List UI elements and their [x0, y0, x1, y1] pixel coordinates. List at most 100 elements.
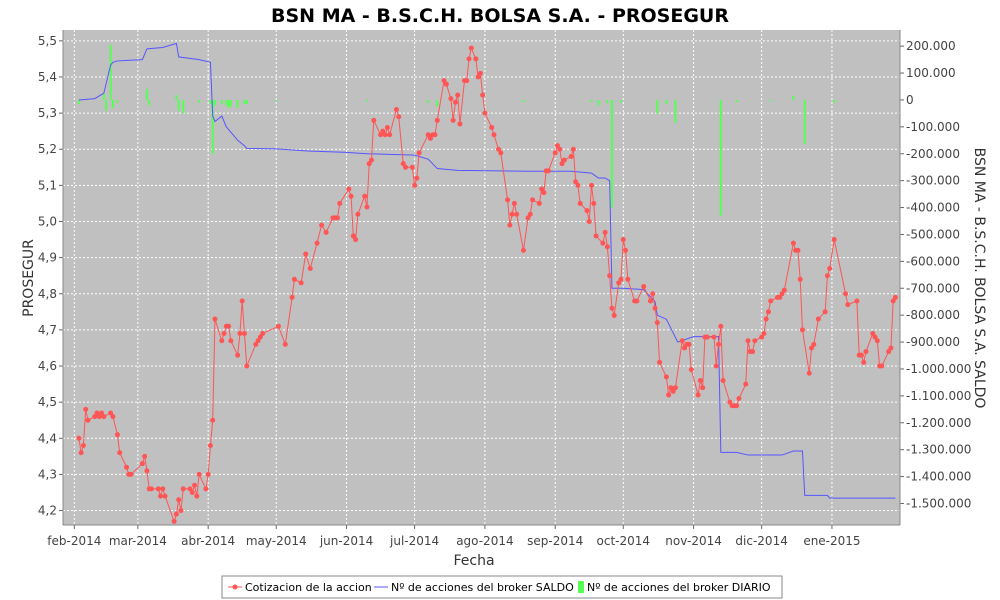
- price-point: [498, 150, 504, 156]
- price-point: [162, 493, 168, 499]
- price-point: [616, 280, 622, 286]
- price-point: [257, 334, 263, 340]
- price-point: [434, 117, 440, 123]
- diario-bar: [365, 99, 368, 102]
- x-tick-label: jun-2014: [319, 534, 373, 548]
- diario-bar: [116, 99, 119, 103]
- price-point: [76, 435, 82, 441]
- x-tick-label: feb-2014: [47, 534, 101, 548]
- price-point: [559, 161, 565, 167]
- y2-tick-label: -1.000.000: [906, 362, 971, 376]
- price-point: [362, 193, 368, 199]
- price-point: [591, 200, 597, 206]
- x-tick-label: may-2014: [246, 534, 307, 548]
- price-point: [668, 385, 674, 391]
- diario-bar: [665, 99, 668, 104]
- price-point: [586, 218, 592, 224]
- price-point: [80, 443, 86, 449]
- price-point: [718, 323, 724, 329]
- price-point: [334, 215, 340, 221]
- price-point: [314, 240, 320, 246]
- price-point: [872, 334, 878, 340]
- x-tick-label: ene-2015: [803, 534, 860, 548]
- y-tick-label: 5,5: [38, 34, 57, 48]
- price-point: [364, 204, 370, 210]
- y-tick-label: 5,3: [38, 106, 57, 120]
- price-point: [743, 381, 749, 387]
- price-point: [539, 186, 545, 192]
- legend-price-marker: [232, 584, 238, 590]
- diario-bar: [610, 99, 613, 208]
- price-point: [228, 338, 234, 344]
- price-point: [609, 305, 615, 311]
- price-point: [237, 331, 243, 337]
- price-point: [275, 323, 281, 329]
- price-point: [761, 331, 767, 337]
- price-point: [679, 338, 685, 344]
- x-tick-label: abr-2014: [181, 534, 235, 548]
- saldo-line: [78, 42, 896, 499]
- price-point: [441, 78, 447, 84]
- diario-bars: [77, 44, 836, 216]
- price-point: [189, 489, 195, 495]
- price-point: [178, 508, 184, 514]
- price-point: [366, 161, 372, 167]
- price-point: [604, 244, 610, 250]
- price-point: [412, 182, 418, 188]
- price-point: [570, 146, 576, 152]
- diario-bar: [522, 99, 525, 103]
- x-tick-label: oct-2014: [597, 534, 651, 548]
- y2-tick-label: -500.000: [906, 227, 960, 241]
- price-point: [704, 334, 710, 340]
- price-point: [384, 125, 390, 131]
- saldo-line-group: [78, 42, 896, 499]
- price-point: [414, 175, 420, 181]
- price-point: [765, 309, 771, 315]
- price-point: [809, 345, 815, 351]
- price-point: [736, 396, 742, 402]
- price-point: [443, 81, 449, 87]
- price-point: [589, 182, 595, 188]
- price-point: [148, 486, 154, 492]
- price-point: [319, 222, 325, 228]
- price-point: [525, 215, 531, 221]
- price-point: [192, 482, 198, 488]
- price-point: [128, 471, 134, 477]
- y2-tick-label: 0: [906, 93, 914, 107]
- price-point: [160, 486, 166, 492]
- price-point: [822, 309, 828, 315]
- price-point: [253, 341, 259, 347]
- y-axis-label: PROSEGUR: [21, 239, 37, 317]
- y2-tick-label: 100.000: [906, 66, 956, 80]
- diario-bar: [436, 99, 439, 107]
- diario-bar: [209, 99, 212, 104]
- price-point: [720, 377, 726, 383]
- y-tick-label: 5,1: [38, 178, 57, 192]
- price-point: [380, 128, 386, 134]
- price-point: [843, 291, 849, 297]
- price-point: [511, 200, 517, 206]
- price-point: [477, 70, 483, 76]
- price-point: [110, 414, 116, 420]
- y2-tick-label: -700.000: [906, 281, 960, 295]
- price-point: [647, 298, 653, 304]
- price-point: [353, 237, 359, 243]
- x-tick-label: jul-2014: [389, 534, 439, 548]
- diario-bar: [105, 99, 108, 111]
- diario-bar: [243, 99, 246, 104]
- price-point: [114, 432, 120, 438]
- price-point: [727, 399, 733, 405]
- price-point: [144, 468, 150, 474]
- price-point: [879, 363, 885, 369]
- price-point: [561, 157, 567, 163]
- price-point: [346, 186, 352, 192]
- price-point: [686, 341, 692, 347]
- price-point: [831, 237, 837, 243]
- price-point: [94, 410, 100, 416]
- price-point: [811, 341, 817, 347]
- y-tick-label: 5,0: [38, 214, 57, 228]
- y-tick-label: 4,2: [38, 504, 57, 518]
- diario-bar: [109, 44, 112, 100]
- y2-tick-label: -400.000: [906, 201, 960, 215]
- price-point: [371, 117, 377, 123]
